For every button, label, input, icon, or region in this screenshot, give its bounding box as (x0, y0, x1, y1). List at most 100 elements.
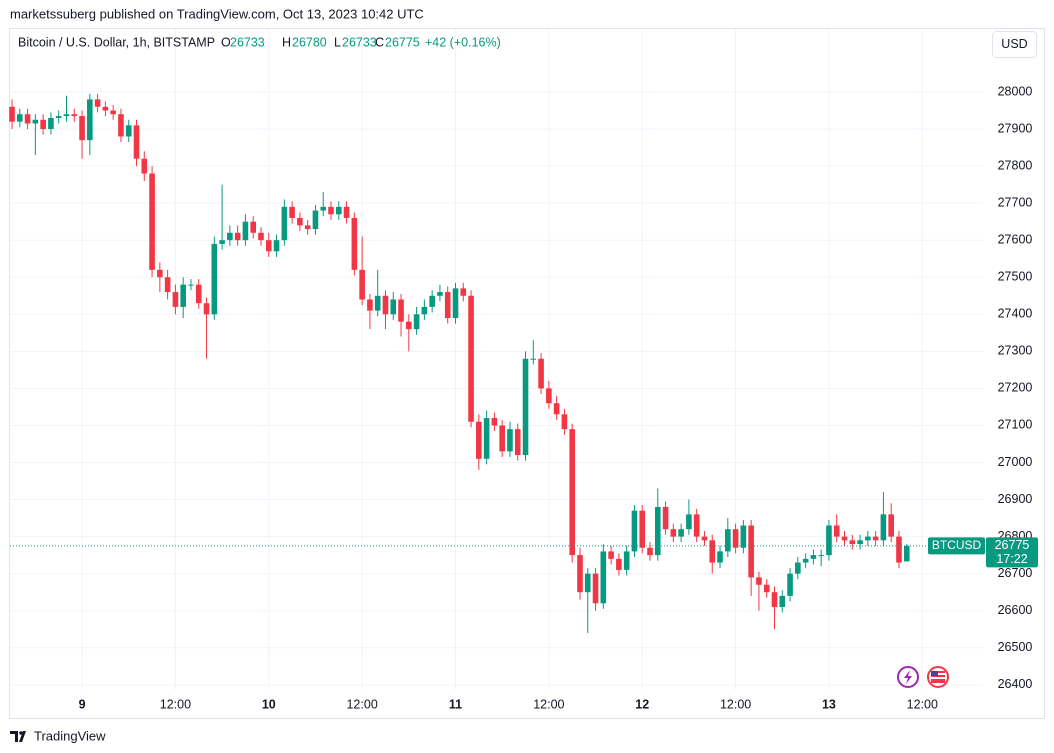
candle-body (110, 110, 116, 115)
candle-body (281, 206, 288, 241)
quote-high: 26780 (292, 35, 327, 49)
candle-body (756, 577, 762, 585)
candle-body (561, 414, 568, 430)
currency-button[interactable] (992, 31, 1037, 58)
brand-logo (10, 731, 26, 742)
candle-body (903, 545, 910, 562)
candle-body (211, 243, 218, 315)
quote-low: 26733 (342, 35, 377, 49)
y-tick-label: 27200 (998, 381, 1033, 395)
candle-body (857, 540, 863, 545)
candle-body (406, 321, 412, 330)
candle-body (483, 418, 490, 459)
candle-body (810, 555, 817, 559)
candle-body (616, 558, 622, 570)
candle-body (359, 269, 365, 300)
candle-body (94, 99, 101, 107)
candle-body (546, 388, 552, 404)
candles (9, 93, 910, 633)
publish-info: marketssuberg published on TradingView.c… (10, 6, 424, 21)
y-tick-label: 27100 (998, 418, 1033, 432)
x-tick-label: 12:00 (346, 697, 377, 711)
candle-body (725, 529, 731, 552)
candle-body (297, 217, 303, 226)
candle-body (600, 551, 607, 604)
candle-body (421, 306, 428, 315)
candle-body (328, 206, 334, 215)
candle-body (79, 116, 85, 141)
candle-body (351, 217, 358, 270)
y-tick-label: 27500 (998, 270, 1033, 284)
candle-body (888, 514, 894, 537)
y-tick-label: 27000 (998, 455, 1033, 469)
candle-body (686, 514, 692, 530)
x-tick-label: 10 (262, 697, 276, 711)
symbol-tag (928, 537, 985, 555)
candle-body (48, 117, 54, 130)
candle-body (833, 525, 840, 537)
candle-body (709, 540, 716, 563)
flag-stripe (931, 677, 945, 679)
candle-body (639, 510, 646, 548)
candle-body (717, 551, 723, 563)
brand: TradingView (34, 728, 106, 743)
candle-body (779, 595, 786, 608)
candle-body (32, 119, 39, 124)
quote-change: +42 (+0.16%) (425, 35, 501, 49)
candle-body (584, 573, 591, 593)
candle-body (429, 295, 435, 307)
candle-body (491, 418, 498, 426)
candle-body (522, 358, 529, 456)
candle-body (188, 284, 194, 286)
candle-body (468, 295, 474, 422)
quote-close: 26775 (385, 35, 420, 49)
candle-body (133, 125, 140, 159)
candle-body (818, 555, 824, 557)
candle-body (623, 551, 630, 570)
candle-body (250, 221, 257, 233)
candle-body (608, 551, 614, 559)
candle-body (514, 429, 521, 456)
x-tick-label: 12:00 (907, 697, 938, 711)
candle-body (335, 206, 342, 215)
candle-body (654, 506, 661, 556)
candle-body (693, 514, 700, 537)
candle-body (157, 269, 163, 278)
x-tick-label: 12 (635, 697, 649, 711)
quote-label: L (334, 35, 341, 49)
event-icon-bolt (904, 670, 912, 684)
y-tick-label: 28000 (998, 84, 1033, 98)
candle-body (771, 592, 778, 608)
candle-body (841, 536, 848, 541)
x-tick-label: 9 (79, 697, 86, 711)
candle-body (304, 225, 311, 230)
currency-label[interactable]: USD (1001, 37, 1027, 51)
candle-body (476, 421, 482, 459)
candle-body (880, 514, 887, 541)
candle-body (748, 525, 754, 578)
candle-body (227, 232, 233, 241)
candle-body (219, 240, 225, 244)
candle-body (670, 529, 677, 537)
candle-body (24, 114, 31, 124)
candle-body (732, 529, 739, 548)
candle-body (382, 295, 389, 315)
y-tick-label: 26400 (998, 677, 1033, 691)
candle-body (896, 536, 902, 563)
grid: 2640026500266002670026800269002700027100… (10, 29, 1032, 711)
candle-body (678, 529, 684, 537)
y-tick-label: 26900 (998, 492, 1033, 506)
price-tag (986, 537, 1038, 568)
price-label: 26775 (995, 538, 1030, 552)
x-tick-label: 12:00 (720, 697, 751, 711)
y-tick-label: 26500 (998, 640, 1033, 654)
x-tick-label: 12:00 (533, 697, 564, 711)
candle-body (367, 299, 373, 311)
candle-body (460, 288, 467, 296)
candle-body (413, 314, 420, 330)
candle-body (40, 119, 46, 130)
candle-body (258, 232, 264, 241)
candle-body (164, 277, 171, 293)
